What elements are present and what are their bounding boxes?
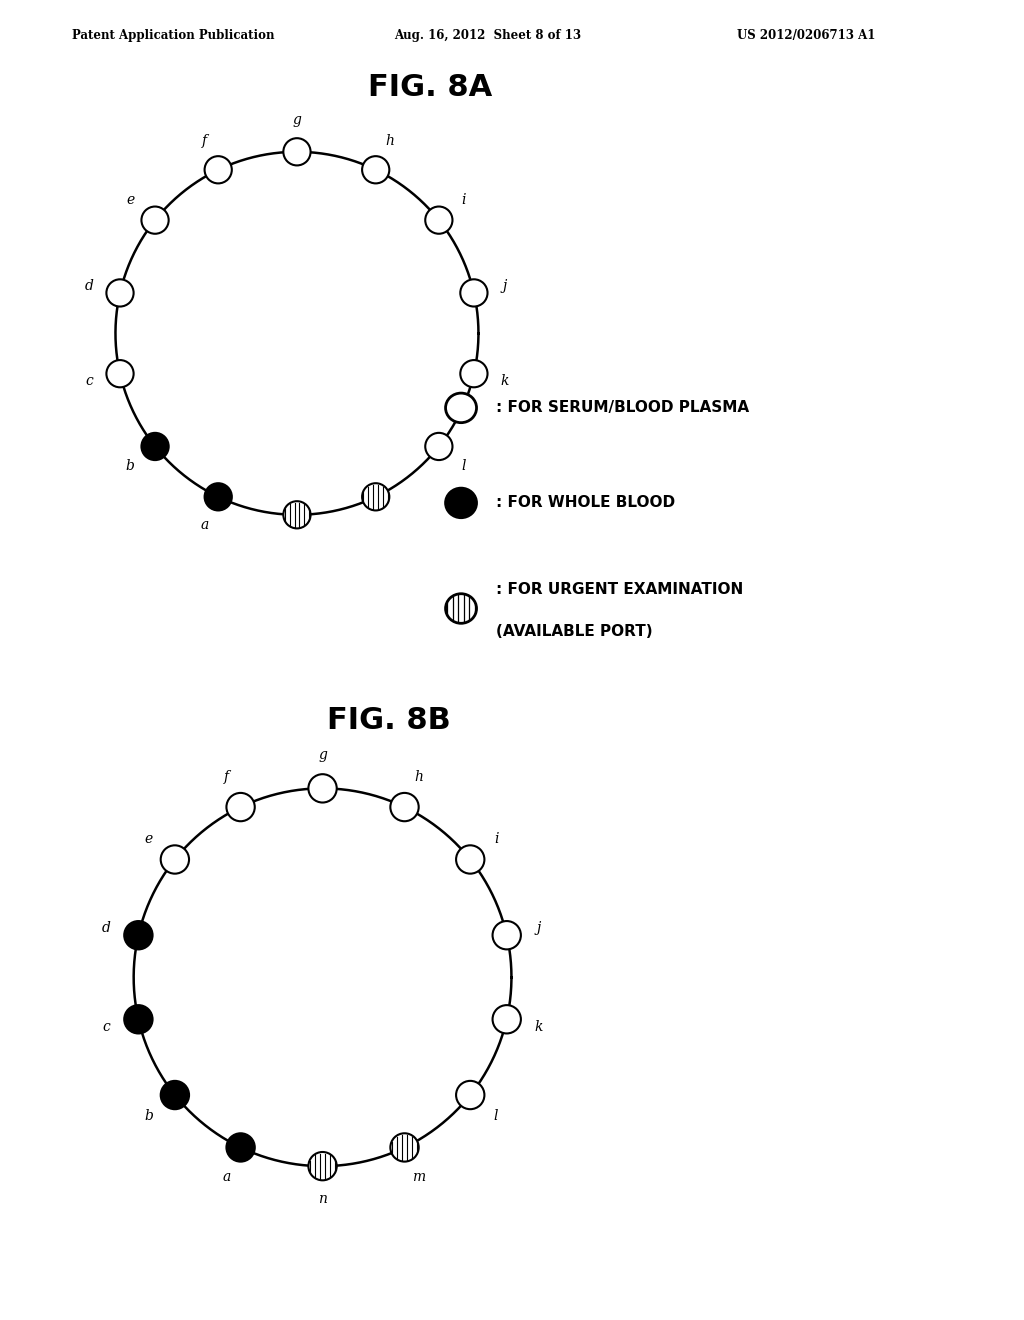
Circle shape: [445, 488, 476, 517]
Text: g: g: [318, 748, 327, 763]
Circle shape: [106, 360, 133, 387]
Circle shape: [284, 502, 310, 528]
Text: k: k: [501, 374, 509, 388]
Circle shape: [493, 1005, 521, 1034]
Text: a: a: [222, 1171, 230, 1184]
Circle shape: [362, 483, 389, 511]
Circle shape: [445, 594, 476, 623]
Circle shape: [124, 1005, 153, 1034]
Text: Patent Application Publication: Patent Application Publication: [72, 29, 274, 42]
Text: m: m: [413, 1171, 425, 1184]
Text: c: c: [85, 374, 93, 388]
Circle shape: [205, 156, 231, 183]
Circle shape: [106, 280, 133, 306]
Circle shape: [161, 845, 189, 874]
Circle shape: [284, 139, 310, 165]
Text: i: i: [494, 832, 499, 846]
Circle shape: [425, 206, 453, 234]
Text: l: l: [462, 459, 466, 474]
Text: l: l: [494, 1109, 499, 1122]
Circle shape: [390, 793, 419, 821]
Text: d: d: [101, 921, 111, 935]
Text: h: h: [385, 135, 394, 148]
Text: f: f: [202, 135, 207, 148]
Text: (AVAILABLE PORT): (AVAILABLE PORT): [497, 624, 653, 639]
Circle shape: [205, 483, 231, 511]
Text: d: d: [85, 279, 93, 293]
Text: c: c: [102, 1019, 110, 1034]
Text: f: f: [223, 771, 228, 784]
Circle shape: [425, 433, 453, 461]
Text: g: g: [293, 114, 301, 127]
Circle shape: [390, 1134, 419, 1162]
Text: k: k: [535, 1019, 543, 1034]
Circle shape: [445, 393, 476, 422]
Text: : FOR WHOLE BLOOD: : FOR WHOLE BLOOD: [497, 495, 676, 511]
Text: : FOR SERUM/BLOOD PLASMA: : FOR SERUM/BLOOD PLASMA: [497, 400, 750, 416]
Circle shape: [362, 156, 389, 183]
Text: US 2012/0206713 A1: US 2012/0206713 A1: [737, 29, 876, 42]
Text: n: n: [318, 1192, 327, 1206]
Circle shape: [308, 775, 337, 803]
Circle shape: [161, 1081, 189, 1109]
Text: : FOR URGENT EXAMINATION: : FOR URGENT EXAMINATION: [497, 582, 743, 597]
Circle shape: [461, 360, 487, 387]
Circle shape: [461, 280, 487, 306]
Text: FIG. 8B: FIG. 8B: [328, 706, 451, 735]
Text: b: b: [126, 459, 135, 474]
Circle shape: [456, 845, 484, 874]
Text: j: j: [537, 921, 541, 935]
Text: FIG. 8A: FIG. 8A: [368, 73, 493, 102]
Circle shape: [124, 921, 153, 949]
Text: b: b: [144, 1109, 154, 1122]
Circle shape: [456, 1081, 484, 1109]
Circle shape: [141, 206, 169, 234]
Text: e: e: [145, 832, 154, 846]
Text: e: e: [126, 193, 134, 207]
Circle shape: [226, 1134, 255, 1162]
Text: j: j: [503, 279, 507, 293]
Text: h: h: [415, 771, 423, 784]
Circle shape: [226, 793, 255, 821]
Circle shape: [141, 433, 169, 461]
Text: a: a: [201, 519, 209, 532]
Text: i: i: [462, 193, 466, 207]
Text: Aug. 16, 2012  Sheet 8 of 13: Aug. 16, 2012 Sheet 8 of 13: [394, 29, 582, 42]
Circle shape: [308, 1152, 337, 1180]
Circle shape: [493, 921, 521, 949]
